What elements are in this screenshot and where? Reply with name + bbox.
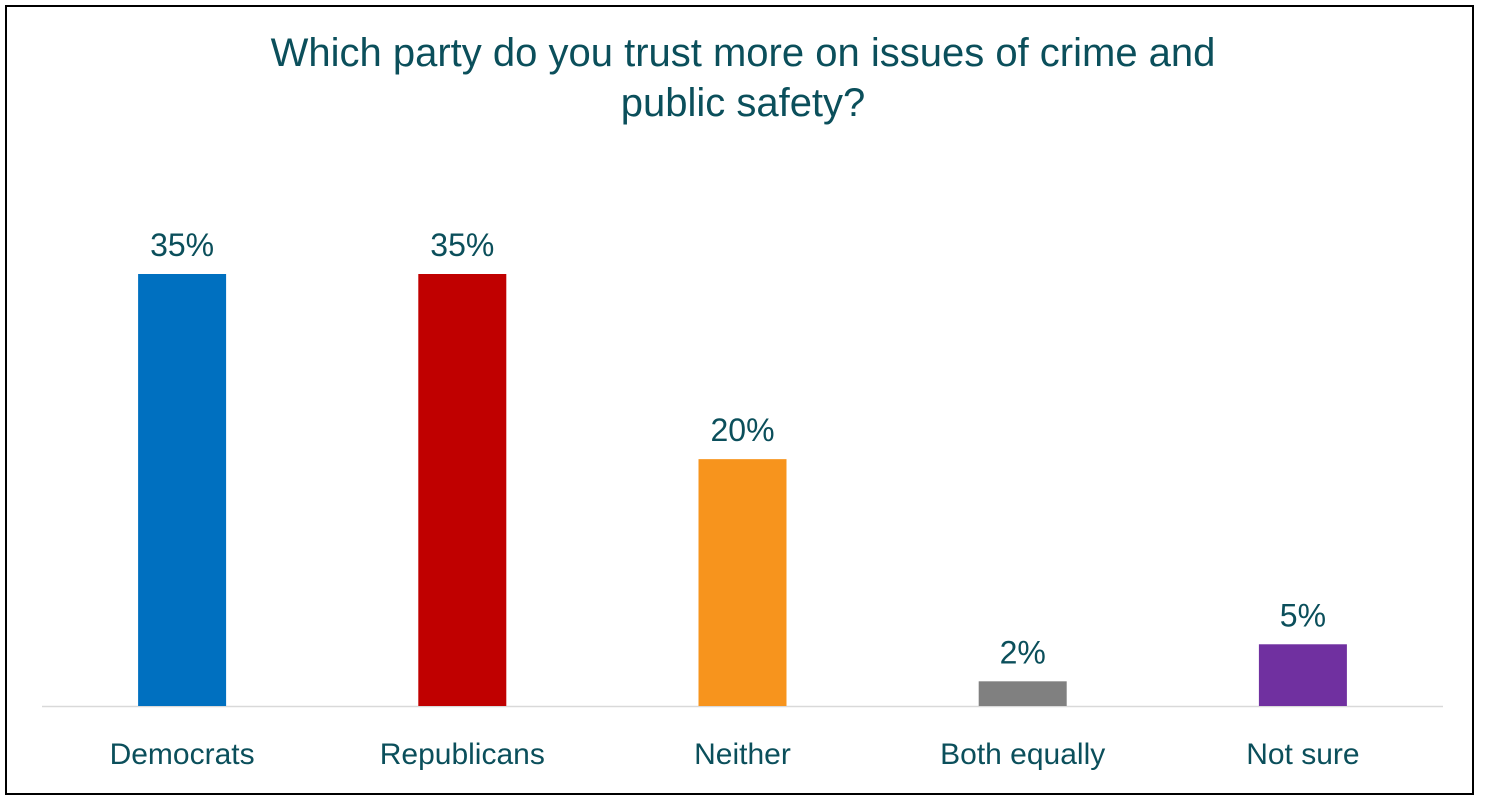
data-label-democrats: 35% bbox=[150, 227, 214, 263]
x-tick-label-democrats: Democrats bbox=[110, 738, 255, 771]
chart-title-line-2: public safety? bbox=[620, 81, 866, 125]
chart-title: Which party do you trust more on issues … bbox=[0, 28, 1486, 128]
data-label-republicans: 35% bbox=[430, 227, 494, 263]
data-label-neither: 20% bbox=[710, 412, 774, 448]
chart-title-line-1: Which party do you trust more on issues … bbox=[270, 31, 1216, 75]
data-label-not-sure: 5% bbox=[1280, 597, 1326, 633]
x-tick-label-not-sure: Not sure bbox=[1246, 738, 1359, 771]
bar-republicans bbox=[418, 274, 507, 706]
bar-neither bbox=[698, 459, 787, 706]
x-tick-label-neither: Neither bbox=[694, 738, 791, 771]
x-tick-label-both-equally: Both equally bbox=[940, 738, 1105, 771]
x-tick-label-republicans: Republicans bbox=[380, 738, 545, 771]
data-label-both-equally: 2% bbox=[1000, 634, 1046, 670]
bar-not-sure bbox=[1258, 644, 1347, 706]
bar-democrats bbox=[138, 274, 227, 706]
bar-both-equally bbox=[978, 681, 1067, 706]
